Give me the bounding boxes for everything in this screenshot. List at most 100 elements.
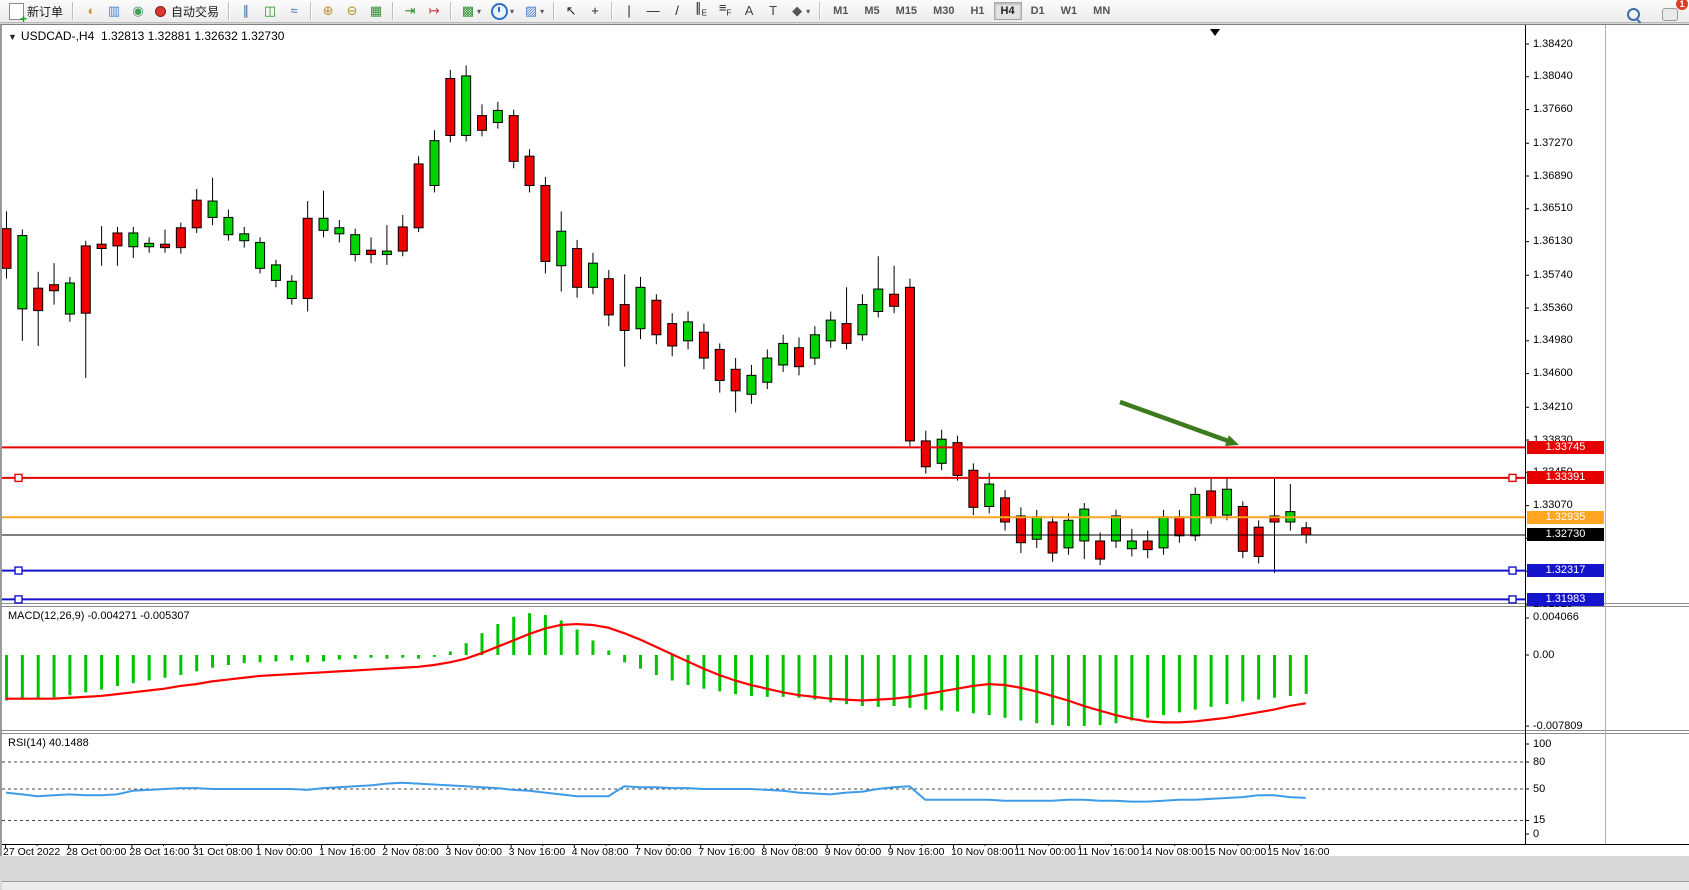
candle[interactable] bbox=[96, 243, 107, 249]
candle[interactable] bbox=[1095, 540, 1106, 560]
price-axis-label[interactable]: ‎1.36890 bbox=[1533, 169, 1573, 182]
chevron-down-icon[interactable]: ▾ bbox=[806, 6, 811, 16]
line-selection-handle[interactable] bbox=[14, 566, 23, 575]
candle[interactable] bbox=[1221, 488, 1232, 516]
candle[interactable] bbox=[397, 226, 408, 252]
candle[interactable] bbox=[714, 348, 725, 381]
candle[interactable] bbox=[1047, 521, 1058, 554]
candle[interactable] bbox=[524, 155, 535, 187]
time-axis-label[interactable]: 11 Nov 16:00 bbox=[1077, 846, 1140, 858]
bar-chart-button[interactable]: ∥ bbox=[235, 0, 257, 22]
candle[interactable] bbox=[49, 284, 60, 292]
candle[interactable] bbox=[239, 233, 250, 242]
candle[interactable] bbox=[207, 200, 218, 218]
hline-price-badge[interactable]: 1.31983 bbox=[1527, 592, 1604, 606]
time-axis-label[interactable]: 28 Oct 16:00 bbox=[129, 846, 190, 858]
candle[interactable] bbox=[968, 469, 979, 508]
zoom-in-button[interactable]: ⊕ bbox=[317, 0, 339, 22]
candle[interactable] bbox=[920, 440, 931, 468]
time-axis-label[interactable]: 7 Nov 16:00 bbox=[698, 846, 755, 858]
zoom-out-button[interactable]: ⊖ bbox=[341, 0, 363, 22]
candle[interactable] bbox=[794, 347, 804, 368]
candle[interactable] bbox=[144, 242, 155, 248]
trendline-button[interactable]: / bbox=[666, 0, 688, 22]
candle[interactable] bbox=[540, 185, 551, 262]
candle[interactable] bbox=[270, 264, 281, 281]
timeframe-w1-button[interactable]: W1 bbox=[1060, 5, 1078, 17]
candle[interactable] bbox=[1190, 493, 1201, 537]
candle[interactable] bbox=[587, 262, 598, 288]
new-chart-dropdown[interactable]: ▩ ▾ bbox=[457, 0, 485, 22]
candle[interactable] bbox=[508, 115, 519, 162]
candle[interactable] bbox=[445, 78, 456, 136]
auto-scroll-button[interactable]: ⇥ bbox=[399, 0, 421, 22]
hline-price-badge[interactable]: 1.32935 bbox=[1527, 510, 1604, 524]
candle[interactable] bbox=[1301, 527, 1312, 536]
vertical-line-button[interactable]: | bbox=[618, 0, 640, 22]
candle[interactable] bbox=[1269, 515, 1280, 523]
candle[interactable] bbox=[936, 438, 947, 464]
autotrading-button[interactable]: 自动交易 bbox=[151, 0, 223, 22]
price-axis-label[interactable]: ‎1.37270 bbox=[1533, 136, 1573, 149]
time-axis-label[interactable]: 31 Oct 08:00 bbox=[192, 846, 253, 858]
time-axis-label[interactable]: 28 Oct 00:00 bbox=[66, 846, 127, 858]
hline-price-badge[interactable]: 1.33745 bbox=[1527, 440, 1604, 454]
candle[interactable] bbox=[651, 299, 662, 336]
candle[interactable] bbox=[160, 243, 170, 249]
timeframe-m15-button[interactable]: M15 bbox=[895, 5, 918, 17]
candle[interactable] bbox=[619, 304, 630, 331]
candle[interactable] bbox=[33, 287, 44, 312]
candle[interactable] bbox=[1174, 516, 1185, 537]
candle[interactable] bbox=[603, 278, 614, 316]
timeframe-d1-button[interactable]: D1 bbox=[1030, 5, 1045, 17]
line-selection-handle[interactable] bbox=[14, 595, 23, 604]
chart-shift-button[interactable]: ↦ bbox=[423, 0, 445, 22]
candle[interactable] bbox=[873, 288, 884, 312]
time-axis-label[interactable]: 1 Nov 16:00 bbox=[319, 846, 376, 858]
candle[interactable] bbox=[429, 140, 440, 187]
time-axis-label[interactable]: 11 Nov 00:00 bbox=[1014, 846, 1076, 858]
candle[interactable] bbox=[413, 163, 424, 229]
time-axis-label[interactable]: 14 Nov 08:00 bbox=[1140, 846, 1204, 858]
tile-windows-button[interactable]: ▦ bbox=[365, 0, 387, 22]
price-axis-label[interactable]: ‎1.35360 bbox=[1533, 301, 1573, 314]
line-selection-handle[interactable] bbox=[1508, 566, 1517, 575]
timeframe-m1-button[interactable]: M1 bbox=[833, 5, 849, 17]
candle[interactable] bbox=[1158, 516, 1169, 549]
price-axis-label[interactable]: ‎1.34210 bbox=[1533, 400, 1573, 413]
price-axis-label[interactable]: ‎1.35740 bbox=[1533, 268, 1573, 281]
price-axis-label[interactable]: ‎1.34600 bbox=[1533, 367, 1573, 380]
search-icon[interactable] bbox=[1623, 3, 1644, 25]
chevron-down-icon[interactable]: ▾ bbox=[540, 6, 545, 16]
candle[interactable] bbox=[1126, 540, 1137, 550]
candle[interactable] bbox=[302, 217, 313, 300]
new-order-button[interactable]: 新订单 bbox=[5, 0, 67, 24]
line-selection-handle[interactable] bbox=[1508, 595, 1517, 604]
candle[interactable] bbox=[64, 282, 75, 315]
time-axis-label[interactable]: 10 Nov 08:00 bbox=[951, 846, 1014, 858]
arrow-annotation-head[interactable] bbox=[1225, 435, 1239, 447]
candle[interactable] bbox=[461, 75, 472, 136]
candle[interactable] bbox=[635, 286, 646, 330]
candle[interactable] bbox=[80, 245, 91, 314]
price-axis-label[interactable]: ‎1.33070 bbox=[1533, 499, 1573, 512]
shapes-dropdown[interactable]: ◆ ▾ bbox=[786, 0, 814, 22]
arrow-annotation[interactable] bbox=[1119, 399, 1232, 445]
candle[interactable] bbox=[1142, 540, 1153, 551]
candle[interactable] bbox=[1206, 490, 1217, 519]
candle[interactable] bbox=[255, 241, 266, 269]
time-axis-label[interactable]: 3 Nov 00:00 bbox=[445, 846, 503, 858]
price-axis-label[interactable]: ‎1.37660 bbox=[1533, 103, 1573, 116]
cursor-button[interactable]: ↖ bbox=[560, 0, 582, 22]
candle[interactable] bbox=[191, 199, 202, 229]
candle[interactable] bbox=[556, 230, 567, 267]
templates-dropdown[interactable]: ▨ ▾ bbox=[520, 0, 548, 22]
price-axis-label[interactable]: ‎1.38040 bbox=[1533, 70, 1573, 83]
charts-window-icon[interactable]: ▥ bbox=[103, 0, 125, 22]
candle[interactable] bbox=[730, 368, 741, 392]
candle[interactable] bbox=[112, 232, 123, 247]
candle[interactable] bbox=[381, 250, 392, 256]
time-axis-label[interactable]: 9 Nov 00:00 bbox=[824, 846, 882, 858]
candle[interactable] bbox=[1079, 508, 1090, 542]
candle[interactable] bbox=[841, 323, 852, 344]
